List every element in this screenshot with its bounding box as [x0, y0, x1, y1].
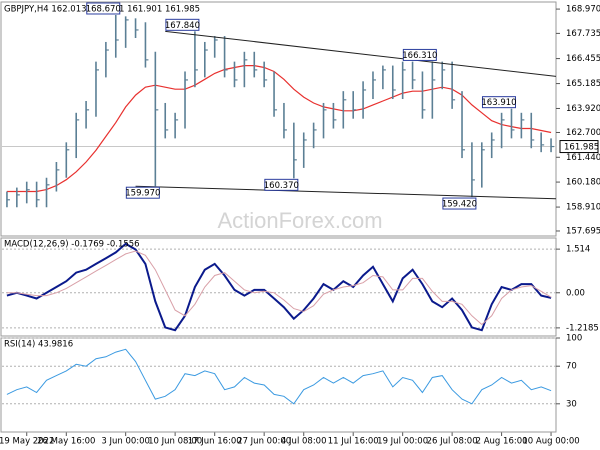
annotation-label: 168.670 [86, 4, 121, 14]
x-tick-label: 2 Aug 16:00 [476, 437, 528, 447]
annotation-box [86, 2, 121, 15]
annotation-box [125, 186, 160, 199]
x-tick-label: 19 May 2022 [0, 437, 54, 447]
y-tick-label: 160.180 [566, 178, 600, 188]
y-tick-label: 161.440 [566, 153, 600, 163]
x-tick-label: 11 Jul 16:00 [328, 437, 379, 447]
y-tick-label: 1.514 [566, 245, 590, 255]
y-tick-label: -1.2185 [566, 323, 599, 333]
y-tick-label: 165.185 [566, 79, 600, 89]
annotation-label: 163.910 [481, 98, 516, 108]
annotation-label: 167.840 [165, 21, 200, 31]
moving-average [6, 65, 552, 193]
annotation-label: 160.370 [264, 181, 299, 191]
y-tick-label: 168.970 [566, 5, 600, 15]
annotation-label: 159.420 [442, 200, 477, 210]
x-tick-label: 3 Jun 00:00 [101, 437, 150, 447]
x-tick-label: 4 Jul 08:00 [281, 437, 327, 447]
x-tick-label: 26 Jul 08:00 [427, 437, 478, 447]
x-tick-label: 10 Aug 00:00 [522, 437, 579, 447]
y-tick-label: 100 [566, 334, 582, 344]
panel-frame [0, 1, 557, 237]
x-tick-label: 17 Jun 16:00 [188, 437, 242, 447]
watermark: ActionForex.com [217, 208, 382, 233]
y-tick-label: 157.695 [566, 226, 600, 236]
panel-title: MACD(12,26,9) -0.1769 -0.1556 [4, 240, 140, 250]
series-line [6, 250, 552, 326]
panel-title: RSI(14) 43.9816 [4, 340, 73, 350]
x-tick-label: 27 Jun 00:00 [237, 437, 291, 447]
y-tick-label: 163.920 [566, 104, 600, 114]
trendline [165, 30, 557, 77]
annotation-box [481, 96, 516, 109]
annotation-label: 166.310 [402, 51, 437, 61]
series-line [6, 242, 552, 332]
y-tick-label: 0.00 [566, 288, 585, 298]
annotation-box [165, 18, 200, 31]
last-price-box [559, 140, 599, 154]
y-tick-label: 166.455 [566, 54, 600, 64]
x-tick-label: 26 May 16:00 [37, 437, 95, 447]
panel-frame [0, 237, 557, 337]
annotation-box [442, 197, 477, 210]
annotation-label: 159.970 [125, 189, 160, 199]
x-tick-label: 10 Jun 08:00 [148, 437, 202, 447]
annotation-box [264, 178, 299, 191]
y-tick-label: 162.700 [566, 128, 600, 138]
series-line [6, 348, 552, 405]
x-tick-label: 19 Jul 00:00 [377, 437, 428, 447]
trendline [135, 185, 557, 200]
annotation-box [402, 48, 437, 61]
y-tick-label: 167.735 [566, 29, 600, 39]
y-tick-label: 70 [566, 362, 577, 372]
y-tick-label: 30 [566, 399, 577, 409]
y-tick-label: 158.910 [566, 203, 600, 213]
last-price-label: 161.985 [564, 143, 599, 153]
